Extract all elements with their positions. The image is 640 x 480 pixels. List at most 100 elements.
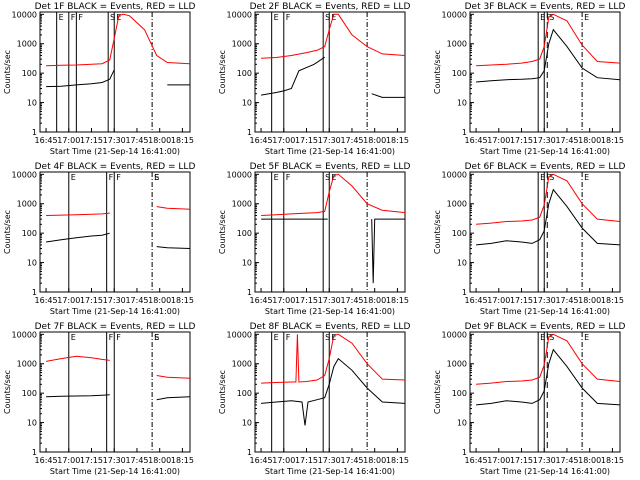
plot-frame (254, 171, 406, 293)
y-axis-label: Counts/sec (3, 50, 12, 94)
region-label: F (286, 333, 291, 342)
y-axis-label: Counts/sec (3, 370, 12, 414)
x-tick-label: 18:15 (601, 456, 624, 465)
panel-6: Det 6F BLACK = Events, RED = LLD Counts/s… (433, 162, 625, 316)
region-label: S (154, 333, 159, 342)
panel-5: Det 5F BLACK = Events, RED = LLD Counts/s… (218, 162, 410, 316)
panel-3: Det 3F BLACK = Events, RED = LLD Counts/s… (433, 2, 625, 156)
y-axis-label: Counts/sec (433, 370, 442, 414)
events-series-line (46, 69, 190, 88)
x-tick-label: 18:15 (171, 136, 194, 145)
x-tick-label: 18:15 (386, 296, 409, 305)
region-label: E (331, 13, 336, 22)
panel-9: Det 9F BLACK = Events, RED = LLD Counts/s… (433, 322, 625, 476)
x-tick-label: 17:15 (80, 456, 103, 465)
y-tick-label: 10 (457, 259, 467, 268)
x-axis-label: Start Time (21-Sep-14 16:41:00) (265, 147, 395, 156)
y-axis-label: Counts/sec (218, 370, 227, 414)
y-tick-label: 1 (247, 288, 252, 297)
region-label: E (584, 13, 589, 22)
y-tick-label: 1000 (232, 360, 252, 369)
x-tick-label: 17:00 (272, 296, 295, 305)
region-label: S (325, 333, 330, 342)
plot-frame (39, 11, 191, 133)
x-tick-label: 18:15 (171, 456, 194, 465)
y-axis-label: Counts/sec (218, 210, 227, 254)
y-axis-label: Counts/sec (433, 210, 442, 254)
region-label: F (78, 13, 83, 22)
x-axis-label: Start Time (21-Sep-14 16:41:00) (50, 147, 180, 156)
x-tick-label: 16:45 (465, 456, 488, 465)
x-tick-label: 17:15 (510, 456, 533, 465)
panel-7: Det 7F BLACK = Events, RED = LLD Counts/s… (3, 322, 195, 476)
y-tick-label: 1000 (232, 40, 252, 49)
region-label: S (549, 333, 554, 342)
region-label: S (549, 13, 554, 22)
region-label: E (274, 173, 279, 182)
x-tick-label: 18:00 (148, 296, 171, 305)
plot-frame (469, 331, 621, 453)
x-tick-label: 17:30 (103, 136, 126, 145)
y-tick-label: 1 (247, 128, 252, 137)
y-tick-label: 1000 (17, 40, 37, 49)
events-series-line (476, 28, 621, 83)
x-tick-label: 17:45 (125, 296, 148, 305)
lld-series-line (46, 206, 191, 216)
y-tick-label: 1 (247, 448, 252, 457)
x-tick-label: 16:45 (250, 456, 273, 465)
y-tick-label: 1 (462, 448, 467, 457)
x-tick-label: 17:15 (80, 296, 103, 305)
events-series-line (261, 357, 406, 426)
y-tick-label: 10000 (442, 10, 467, 19)
y-tick-label: 100 (452, 69, 467, 78)
events-series-line (261, 218, 405, 284)
y-tick-label: 10 (457, 419, 467, 428)
region-label: E (71, 333, 76, 342)
lld-series-line (261, 13, 406, 59)
x-axis-label: Start Time (21-Sep-14 16:41:00) (480, 467, 610, 476)
x-tick-label: 17:45 (555, 136, 578, 145)
x-tick-label: 18:15 (171, 296, 194, 305)
panel-title: Det 3F BLACK = Events, RED = LLD (465, 2, 626, 12)
plot-frame (254, 11, 406, 133)
x-tick-label: 17:30 (533, 136, 556, 145)
y-tick-label: 10000 (12, 10, 37, 19)
x-tick-label: 18:00 (363, 456, 386, 465)
y-axis-label: Counts/sec (218, 50, 227, 94)
y-tick-label: 100 (22, 229, 37, 238)
region-label: F (109, 333, 114, 342)
region-label: E (59, 13, 64, 22)
region-label: F (116, 333, 121, 342)
y-tick-label: 100 (22, 389, 37, 398)
events-series-line (261, 56, 405, 98)
x-tick-label: 17:30 (103, 296, 126, 305)
y-tick-label: 10000 (442, 170, 467, 179)
x-axis-label: Start Time (21-Sep-14 16:41:00) (480, 147, 610, 156)
x-tick-label: 17:00 (487, 296, 510, 305)
y-tick-label: 10000 (227, 170, 252, 179)
region-label: S (325, 173, 330, 182)
y-tick-label: 10 (27, 99, 37, 108)
lld-series-line (46, 355, 191, 379)
x-tick-label: 17:00 (57, 456, 80, 465)
y-tick-label: 1000 (447, 360, 467, 369)
region-label: E (584, 173, 589, 182)
region-label: F (116, 173, 121, 182)
panel-title: Det 9F BLACK = Events, RED = LLD (465, 322, 626, 332)
panel-title: Det 2F BLACK = Events, RED = LLD (250, 2, 411, 12)
panel-1: Det 1F BLACK = Events, RED = LLD Counts/s… (3, 2, 195, 156)
y-tick-label: 1 (462, 128, 467, 137)
panel-title: Det 7F BLACK = Events, RED = LLD (35, 322, 196, 332)
x-tick-label: 17:30 (533, 296, 556, 305)
x-tick-label: 17:15 (510, 136, 533, 145)
x-tick-label: 17:30 (318, 296, 341, 305)
y-tick-label: 1000 (17, 200, 37, 209)
region-label: F (71, 13, 76, 22)
plot-frame (254, 331, 406, 453)
plot-frame (469, 171, 621, 293)
x-tick-label: 17:15 (295, 136, 318, 145)
x-tick-label: 18:15 (601, 296, 624, 305)
x-tick-label: 17:45 (340, 136, 363, 145)
x-tick-label: 17:45 (125, 136, 148, 145)
